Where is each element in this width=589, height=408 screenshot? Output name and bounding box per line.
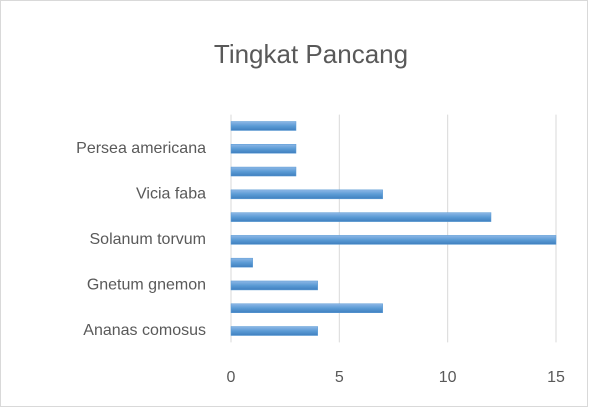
x-tick-label: 0 (227, 369, 236, 386)
bar (230, 303, 383, 313)
bar (230, 144, 297, 154)
x-tick-label: 5 (335, 369, 344, 386)
y-tick-label: Solanum torvum (90, 231, 207, 248)
y-tick-label: Ananas comosus (83, 322, 206, 339)
bar (230, 189, 383, 200)
y-tick-label: Vicia faba (136, 186, 206, 203)
bar (230, 280, 318, 291)
y-tick-label: Persea americana (76, 140, 206, 157)
bar (230, 326, 318, 336)
x-tick-label: 10 (439, 369, 457, 386)
x-tick-label: 15 (547, 369, 565, 386)
bar (230, 121, 297, 131)
bar (230, 212, 492, 222)
chart-title: Tingkat Pancang (214, 39, 408, 69)
y-tick-label: Gnetum gnemon (87, 277, 206, 294)
bar (230, 166, 297, 177)
bar (230, 235, 557, 245)
bar (230, 257, 253, 268)
